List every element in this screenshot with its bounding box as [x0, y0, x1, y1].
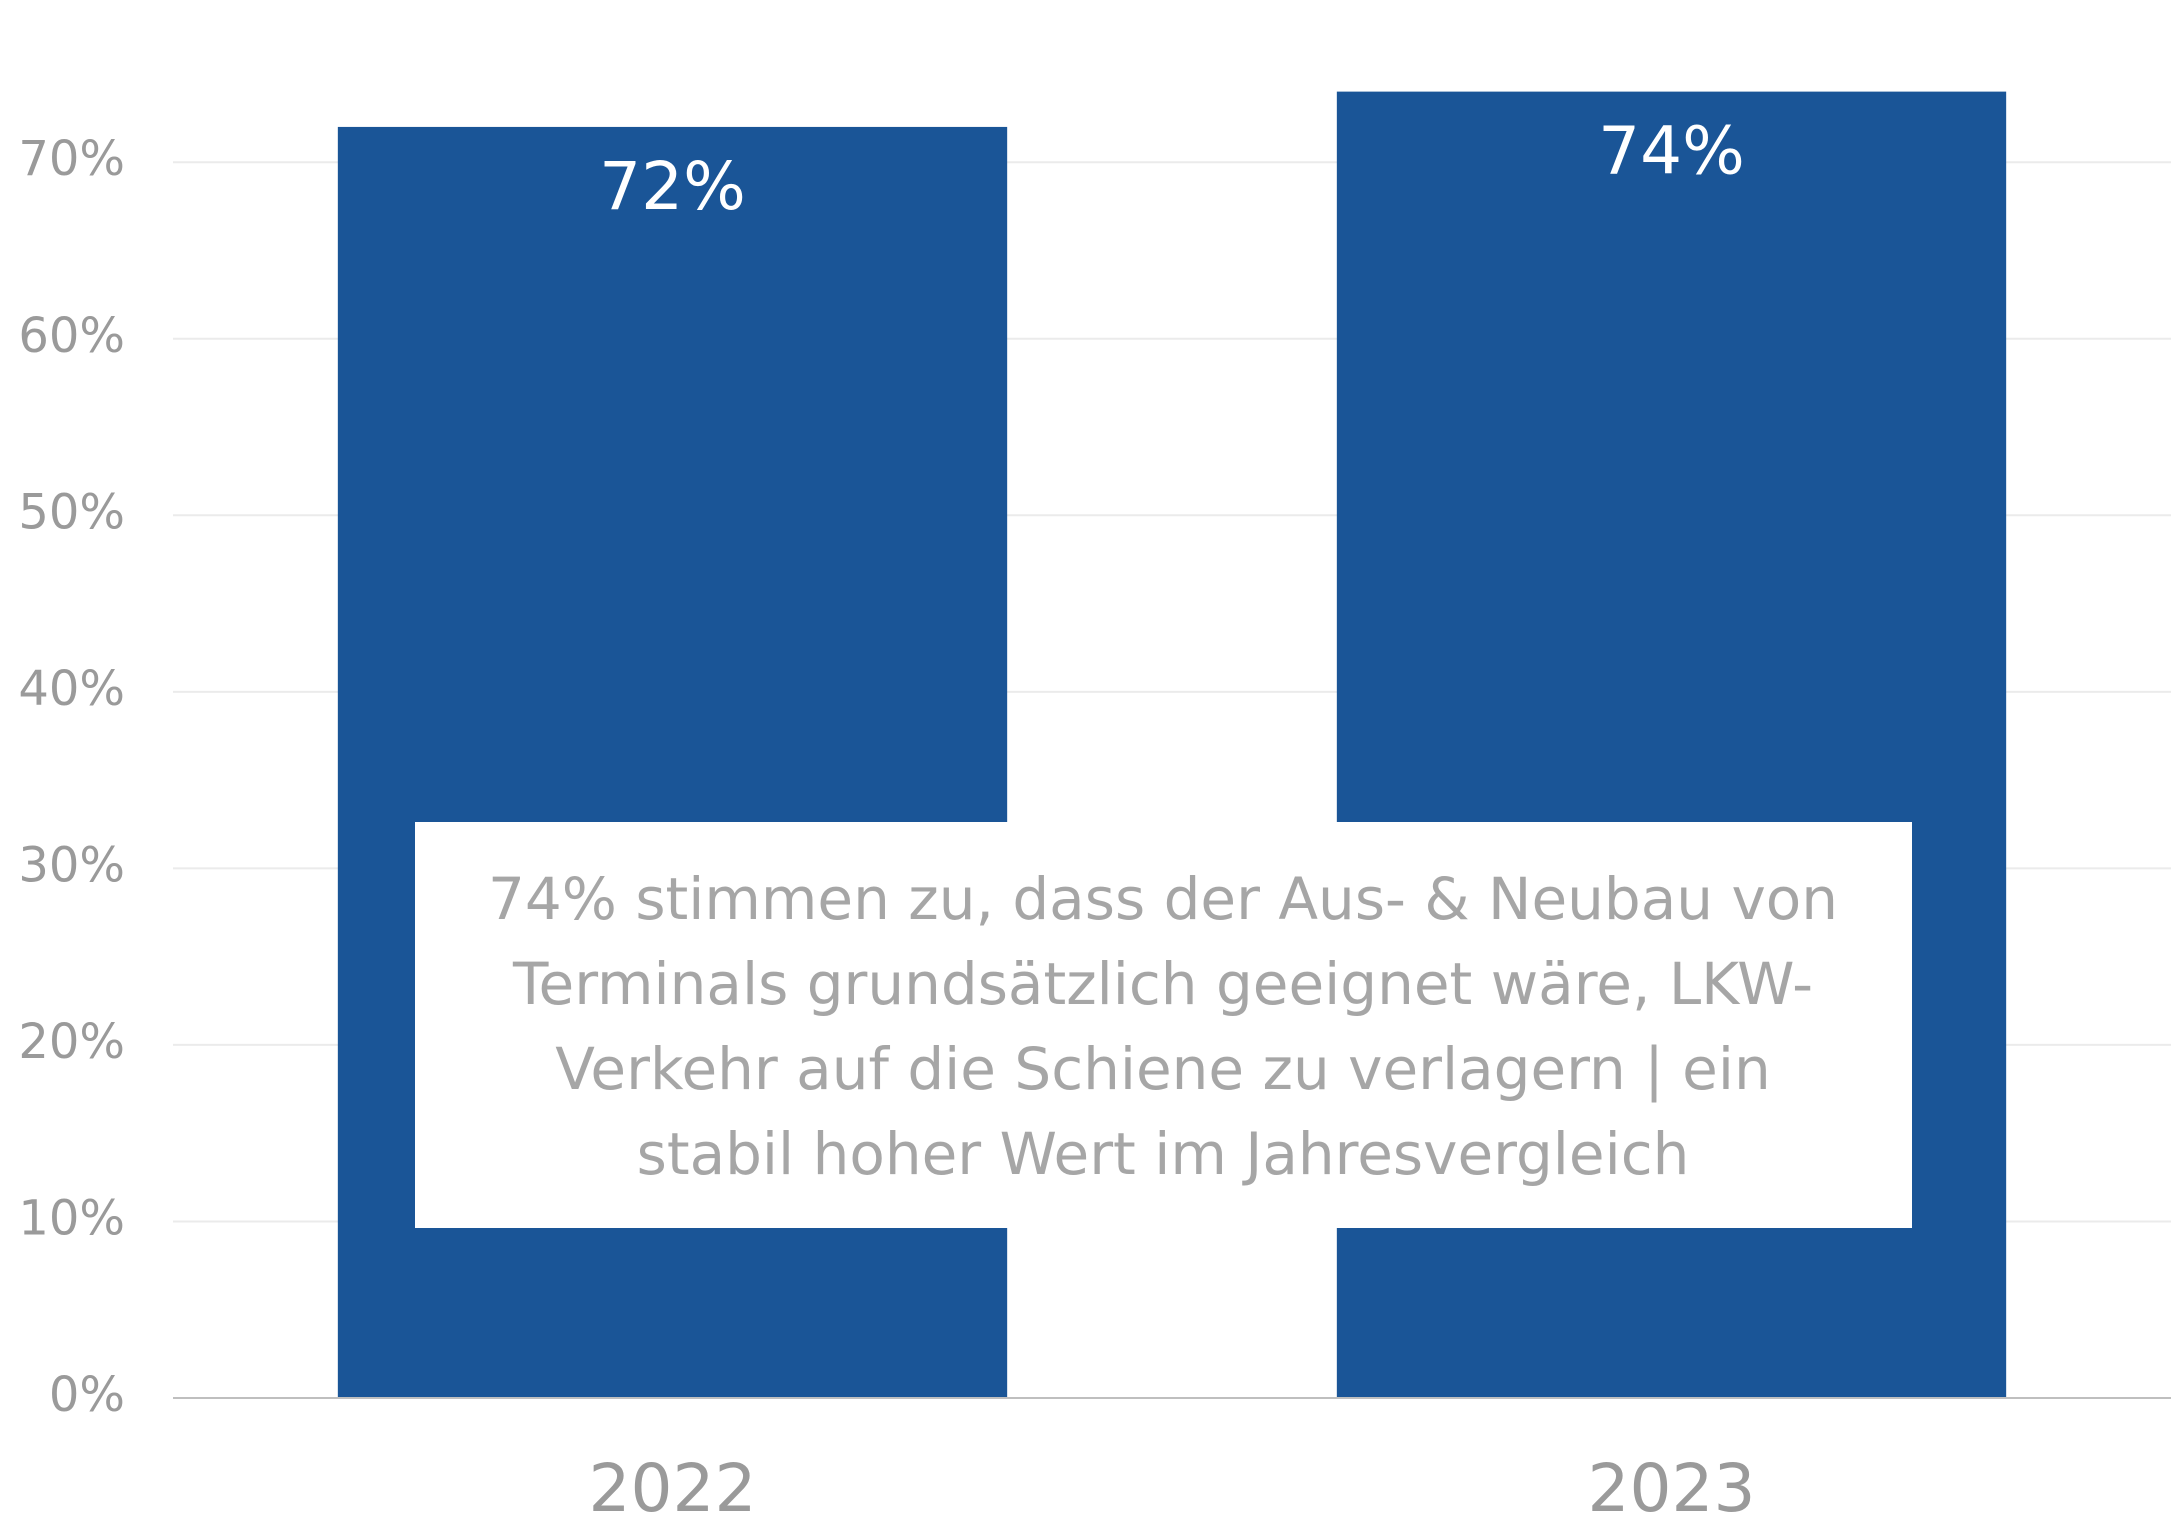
annotation-box	[415, 822, 1912, 1228]
x-tick-label: 2023	[1588, 1450, 1756, 1524]
y-tick-label: 20%	[18, 1014, 125, 1070]
annotation-line: Verkehr auf die Schiene zu verlagern | e…	[555, 1035, 1771, 1103]
value-label: 72%	[599, 148, 746, 225]
y-tick-label: 50%	[18, 484, 125, 540]
y-tick-label: 10%	[18, 1190, 125, 1246]
y-tick-label: 30%	[18, 837, 125, 893]
y-tick-label: 60%	[18, 308, 125, 364]
x-tick-label: 2022	[589, 1450, 757, 1524]
annotation-line: stabil hoher Wert im Jahresvergleich	[637, 1120, 1690, 1188]
value-label: 74%	[1598, 113, 1745, 190]
y-tick-label: 70%	[18, 131, 125, 187]
annotation-line: 74% stimmen zu, dass der Aus- & Neubau v…	[488, 865, 1838, 933]
annotation-line: Terminals grundsätzlich geeignet wäre, L…	[512, 950, 1813, 1018]
y-tick-label: 0%	[49, 1367, 125, 1423]
y-tick-label: 40%	[18, 661, 125, 717]
